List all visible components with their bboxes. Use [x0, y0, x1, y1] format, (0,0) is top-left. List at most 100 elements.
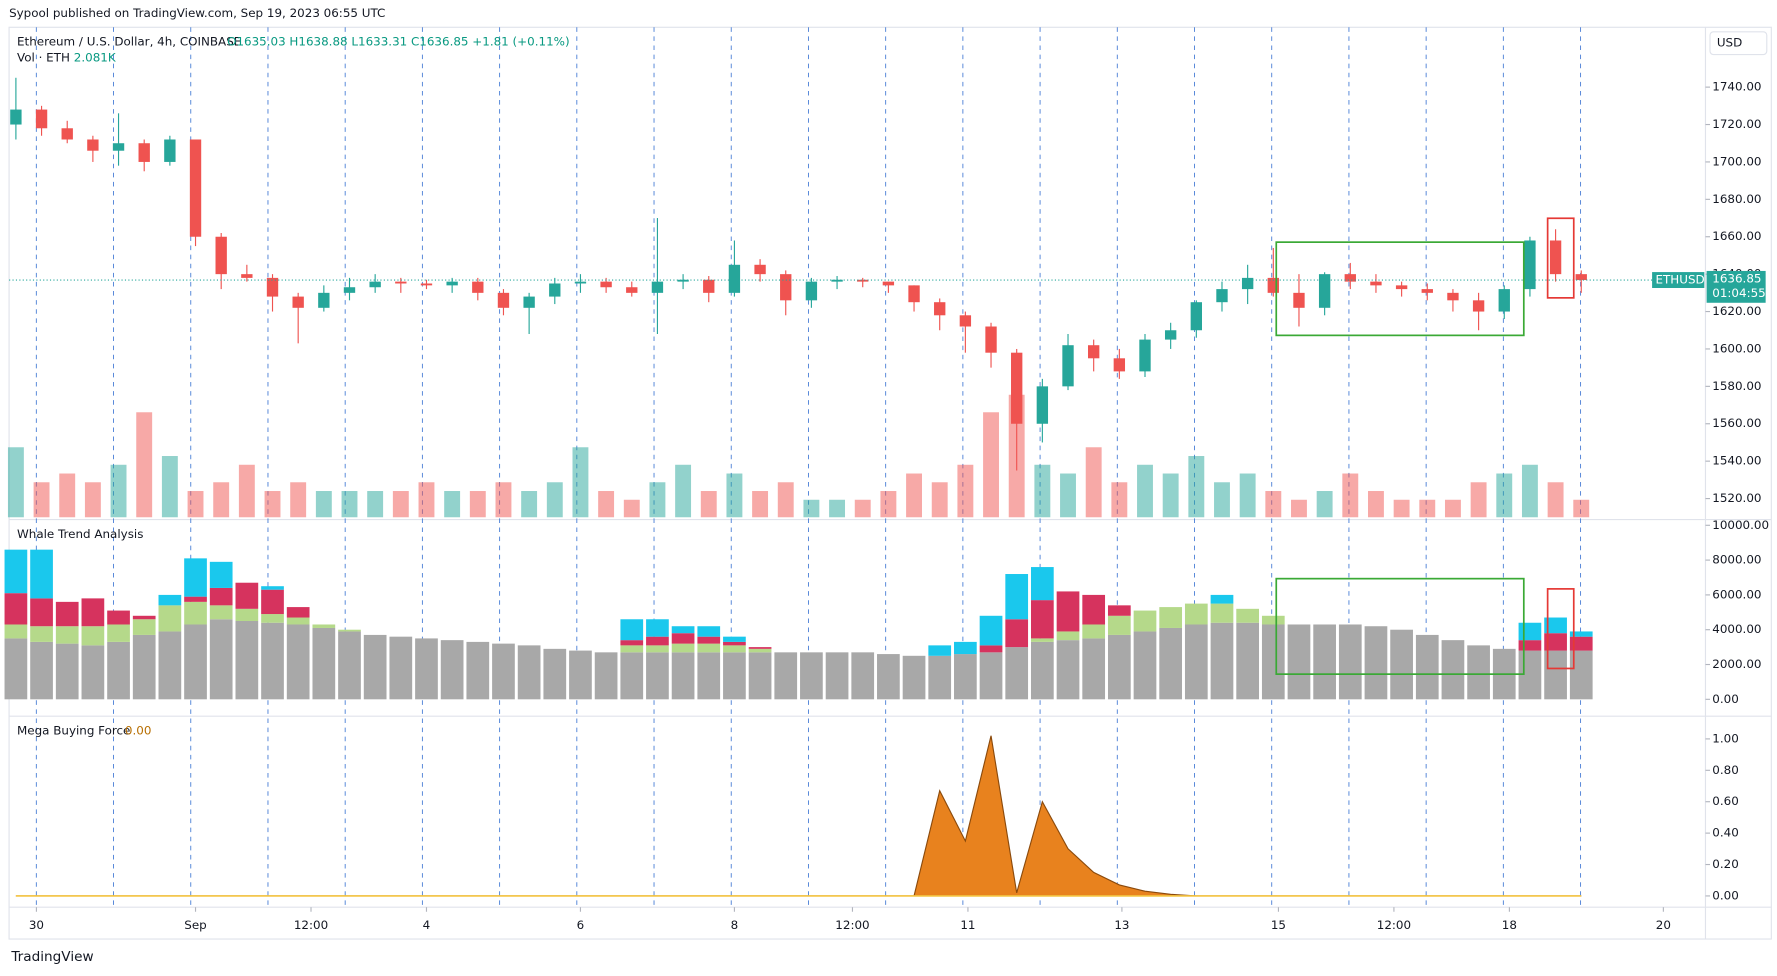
buying-force-area — [15, 735, 1582, 897]
whale-bar — [1031, 567, 1054, 601]
whale-bar — [1544, 617, 1567, 634]
whale-bar — [1133, 610, 1157, 632]
whale-bar — [1082, 624, 1106, 639]
volume-bar — [700, 491, 717, 518]
candle-body — [959, 315, 972, 327]
whale-bar — [774, 652, 798, 700]
whale-bar — [30, 598, 53, 627]
volume-bar — [187, 491, 204, 518]
candle-body — [831, 279, 843, 282]
volume-bar — [59, 473, 76, 518]
candle-body — [574, 281, 587, 284]
whale-bar — [440, 640, 464, 700]
candle-body — [1498, 289, 1510, 312]
candle-body — [472, 281, 484, 293]
footer: TradingView — [10, 949, 93, 965]
whale-bar — [55, 643, 79, 700]
candle-body — [1575, 274, 1587, 281]
whale-bar — [158, 594, 182, 606]
candle-body — [985, 326, 997, 353]
whale-bar — [286, 617, 310, 625]
whale-bar — [158, 631, 182, 700]
candle-body — [805, 281, 818, 301]
volume-bar — [1291, 499, 1307, 518]
x-tick-label: 20 — [1656, 918, 1671, 932]
currency[interactable]: USD — [1717, 36, 1742, 50]
whale-bar — [30, 641, 53, 700]
whale-bar — [1210, 594, 1234, 604]
volume-bar — [675, 464, 692, 518]
whale-bar — [209, 605, 233, 620]
candle-body — [703, 279, 715, 293]
candle-body — [1164, 330, 1177, 340]
whale-bar — [671, 633, 695, 644]
x-tick-label: 12:00 — [835, 918, 869, 932]
volume-bar — [1085, 447, 1102, 518]
whale-bar — [1159, 607, 1183, 628]
whale-bar — [1441, 640, 1465, 700]
annotation-box — [1546, 588, 1575, 670]
y-tick-label: 1680.00 — [1712, 192, 1761, 206]
y-tick-label: 2000.00 — [1712, 657, 1761, 671]
whale-bar — [4, 549, 28, 594]
whale-bar — [466, 641, 490, 700]
volume-bar — [546, 482, 563, 518]
whale-bar — [1210, 622, 1234, 700]
volume-bar — [136, 412, 153, 518]
whale-bar — [723, 645, 746, 653]
whale-bar — [1184, 603, 1208, 625]
candle-body — [1267, 277, 1279, 293]
whale-bar — [415, 638, 438, 700]
whale-bar — [954, 641, 977, 655]
whale-bar — [184, 601, 207, 625]
whale-bar — [1005, 647, 1029, 700]
whale-bar — [30, 549, 53, 599]
candle-body — [1318, 274, 1331, 308]
candle-body — [369, 281, 381, 288]
whale-bar — [620, 619, 644, 641]
volume-bar — [418, 482, 435, 518]
candle-body — [1421, 289, 1433, 293]
volume-bar — [392, 491, 409, 518]
whale-bar — [646, 619, 669, 637]
annotation-box — [1275, 241, 1525, 337]
volume-bar — [213, 482, 230, 518]
candle-body — [343, 287, 356, 293]
whale-bar — [620, 645, 644, 653]
whale-bar — [800, 652, 823, 700]
whale-bar — [235, 621, 259, 700]
candle-body — [241, 274, 253, 278]
day-lines — [35, 27, 1582, 908]
whale-bar — [1031, 600, 1054, 639]
whale-bar — [209, 619, 233, 700]
candle-body — [266, 277, 279, 297]
whale-bar — [543, 648, 567, 700]
y-tick-label: 0.20 — [1712, 857, 1738, 871]
x-tick-label: 18 — [1502, 918, 1517, 932]
currency-button[interactable] — [1709, 31, 1768, 56]
ticker-tag — [1652, 272, 1705, 288]
candle-body — [189, 139, 202, 237]
whale-bar — [1287, 624, 1311, 700]
whale-bar — [81, 598, 105, 627]
whale-bar — [697, 643, 721, 653]
y-tick-label: 1560.00 — [1712, 416, 1761, 430]
volume-bar — [1239, 473, 1256, 518]
candle-body — [1139, 339, 1151, 372]
candle-body — [934, 302, 946, 316]
whale-bar — [723, 636, 746, 642]
whale-bar — [1107, 615, 1131, 635]
x-tick-label: 12:00 — [1377, 918, 1411, 932]
candle-body — [1011, 352, 1023, 424]
volume-bar — [598, 491, 615, 518]
volume-bar — [1316, 491, 1333, 518]
y-tick-label: 6000.00 — [1712, 587, 1761, 601]
y-tick-label: 0.60 — [1712, 794, 1738, 808]
candle-body — [651, 281, 664, 293]
whale-bar — [877, 654, 900, 700]
volume-bar — [444, 491, 461, 518]
whale-bar — [748, 652, 772, 700]
volume-bar — [1444, 499, 1461, 518]
volume-value: 2.081K — [74, 50, 117, 64]
volume-bar — [1162, 473, 1179, 518]
